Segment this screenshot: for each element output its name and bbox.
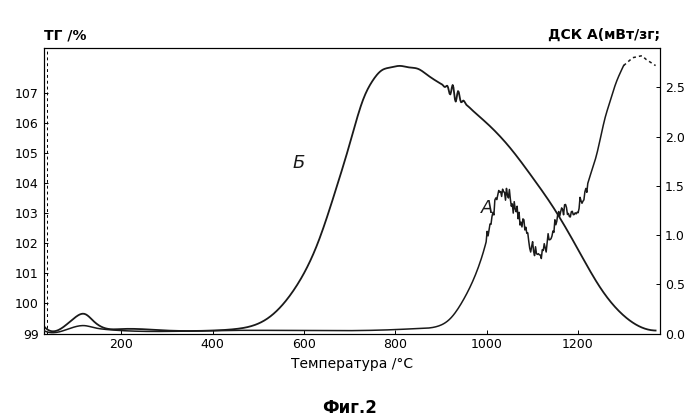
Text: Б: Б — [293, 154, 305, 172]
Text: А: А — [481, 199, 493, 217]
Text: ТГ /%: ТГ /% — [43, 28, 86, 42]
Text: ДСК А(мВт/зг;: ДСК А(мВт/зг; — [548, 28, 660, 42]
X-axis label: Температура /°C: Температура /°C — [291, 357, 413, 371]
Text: Фиг.2: Фиг.2 — [323, 399, 377, 415]
